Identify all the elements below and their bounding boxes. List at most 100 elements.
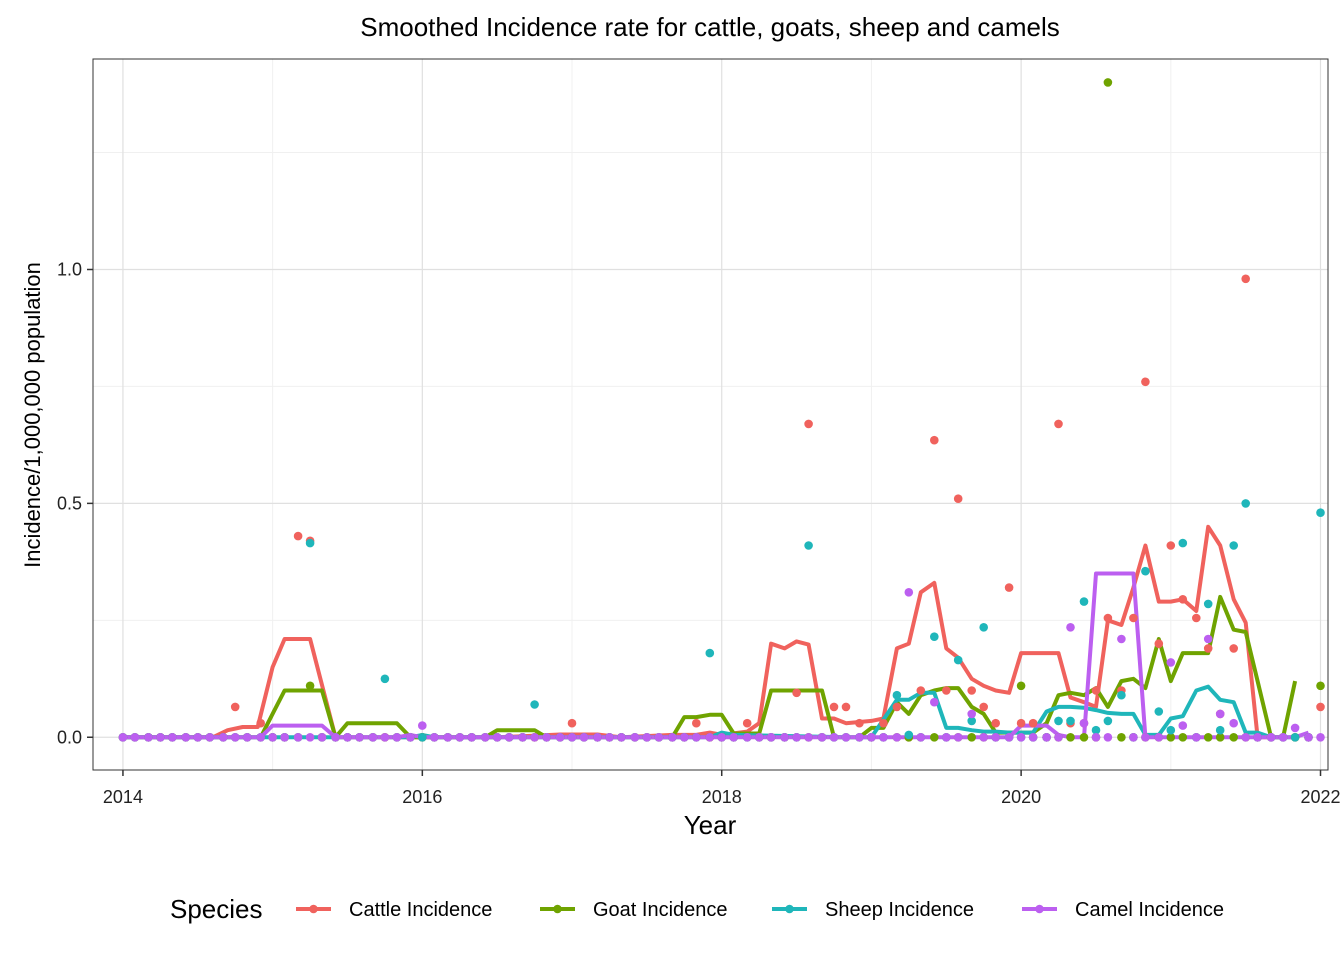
camel-incidence-point bbox=[991, 733, 1000, 742]
sheep-incidence-point bbox=[1166, 725, 1176, 735]
camel-incidence-point bbox=[1166, 658, 1176, 667]
camel-incidence-point bbox=[1304, 733, 1313, 742]
camel-incidence-point bbox=[841, 733, 851, 742]
camel-incidence-point bbox=[754, 733, 764, 742]
cattle-incidence-point bbox=[1229, 644, 1238, 653]
x-axis: 2014 2016 2018 2020 2022 bbox=[103, 770, 1341, 807]
camel-incidence-point bbox=[1253, 733, 1262, 742]
legend-item-sheep-incidence: Sheep Incidence bbox=[772, 899, 974, 921]
camel-incidence-point bbox=[1278, 733, 1288, 742]
x-tick-label: 2020 bbox=[1001, 787, 1041, 807]
sheep-incidence-point bbox=[1117, 690, 1126, 700]
cattle-incidence-point bbox=[1192, 613, 1201, 623]
sheep-incidence-point bbox=[904, 730, 914, 740]
sheep-incidence-point bbox=[967, 716, 976, 726]
camel-incidence-point bbox=[1042, 733, 1051, 742]
sheep-incidence-point bbox=[1103, 716, 1113, 726]
legend: Species Cattle Incidence Goat Incidence Sh… bbox=[170, 894, 1224, 924]
camel-incidence-point bbox=[717, 733, 726, 742]
camel-incidence-point bbox=[1192, 733, 1201, 742]
camel-incidence-point bbox=[904, 588, 914, 597]
sheep-incidence-point bbox=[930, 632, 939, 641]
sheep-incidence-point bbox=[1290, 733, 1300, 742]
camel-incidence-point bbox=[766, 733, 776, 742]
sheep-incidence-point bbox=[1316, 508, 1325, 517]
sheep-incidence-point bbox=[979, 623, 988, 632]
camel-incidence-point bbox=[1241, 733, 1250, 742]
x-axis-label: Year bbox=[684, 810, 737, 840]
camel-incidence-point bbox=[443, 733, 453, 742]
x-tick-label: 2014 bbox=[103, 787, 143, 807]
camel-incidence-point bbox=[480, 733, 490, 742]
goat-incidence-point bbox=[1016, 681, 1026, 691]
sheep-incidence-point bbox=[1229, 541, 1238, 550]
legend-item-camel-incidence: Camel Incidence bbox=[1022, 899, 1224, 921]
camel-incidence-point bbox=[268, 733, 277, 742]
camel-incidence-point bbox=[879, 733, 888, 742]
camel-incidence-point bbox=[542, 733, 551, 742]
camel-incidence-point bbox=[293, 733, 303, 742]
sheep-incidence-point bbox=[1241, 499, 1250, 508]
cattle-incidence-point bbox=[742, 718, 752, 728]
camel-incidence-line bbox=[122, 571, 1310, 740]
legend-key-point bbox=[553, 904, 562, 914]
cattle-incidence-point bbox=[1241, 274, 1250, 284]
camel-incidence-point bbox=[1028, 733, 1038, 742]
goat-incidence-point bbox=[1215, 733, 1225, 742]
camel-incidence-point bbox=[1141, 733, 1150, 742]
camel-incidence-point bbox=[504, 733, 514, 742]
cattle-incidence-point bbox=[792, 688, 801, 698]
cattle-incidence-point bbox=[256, 718, 266, 728]
camel-incidence-point bbox=[967, 709, 976, 719]
cattle-incidence-point bbox=[1203, 644, 1213, 653]
camel-incidence-point bbox=[780, 733, 789, 742]
sheep-incidence-point bbox=[305, 538, 315, 548]
sheep-incidence-point bbox=[1154, 707, 1164, 716]
camel-incidence-point bbox=[1316, 733, 1325, 742]
camel-incidence-point bbox=[380, 733, 390, 742]
cattle-incidence-point bbox=[230, 702, 240, 712]
camel-incidence-point bbox=[680, 733, 689, 742]
camel-incidence-point bbox=[530, 733, 539, 742]
goat-incidence-point bbox=[1178, 733, 1188, 742]
cattle-incidence-point bbox=[1004, 583, 1014, 592]
sheep-incidence-point bbox=[1141, 566, 1150, 576]
camel-incidence-point bbox=[642, 733, 652, 742]
cattle-incidence-point bbox=[942, 686, 951, 695]
camel-incidence-point bbox=[144, 733, 153, 742]
legend-label: Goat Incidence bbox=[593, 899, 728, 921]
camel-incidence-point bbox=[942, 733, 951, 742]
camel-incidence-point bbox=[692, 733, 701, 742]
camel-incidence-point bbox=[630, 733, 640, 742]
camel-incidence-point bbox=[406, 733, 415, 742]
camel-incidence-point bbox=[593, 733, 602, 742]
cattle-incidence-point bbox=[692, 718, 701, 728]
camel-incidence-point bbox=[855, 733, 864, 742]
cattle-incidence-point bbox=[979, 702, 988, 712]
camel-incidence-point bbox=[1290, 723, 1300, 733]
x-tick-label: 2022 bbox=[1300, 787, 1340, 807]
y-axis-label: Incidence/1,000,000 population bbox=[20, 262, 45, 568]
plot-border bbox=[92, 58, 1329, 771]
camel-incidence-point bbox=[829, 733, 839, 742]
cattle-incidence-point bbox=[1141, 377, 1150, 387]
cattle-incidence-point bbox=[1028, 718, 1038, 728]
sheep-incidence-point bbox=[1091, 725, 1101, 735]
camel-incidence-point bbox=[280, 733, 289, 742]
camel-incidence-point bbox=[256, 733, 266, 742]
camel-incidence-point bbox=[1054, 733, 1063, 742]
cattle-incidence-point bbox=[841, 702, 851, 712]
cattle-incidence-point bbox=[1166, 541, 1176, 550]
cattle-incidence-point bbox=[1103, 613, 1113, 623]
legend-item-cattle-incidence: Cattle Incidence bbox=[296, 899, 492, 921]
camel-incidence-point bbox=[1117, 634, 1126, 644]
camel-incidence-point bbox=[804, 733, 813, 742]
camel-incidence-point bbox=[1066, 623, 1075, 632]
plot-panel bbox=[93, 59, 1328, 770]
camel-incidence-point bbox=[118, 733, 128, 742]
camel-incidence-point bbox=[579, 733, 589, 742]
cattle-incidence-point bbox=[1178, 595, 1188, 604]
goat-incidence-point bbox=[1203, 733, 1213, 742]
camel-incidence-point bbox=[242, 733, 252, 742]
sheep-incidence-point bbox=[705, 648, 715, 658]
